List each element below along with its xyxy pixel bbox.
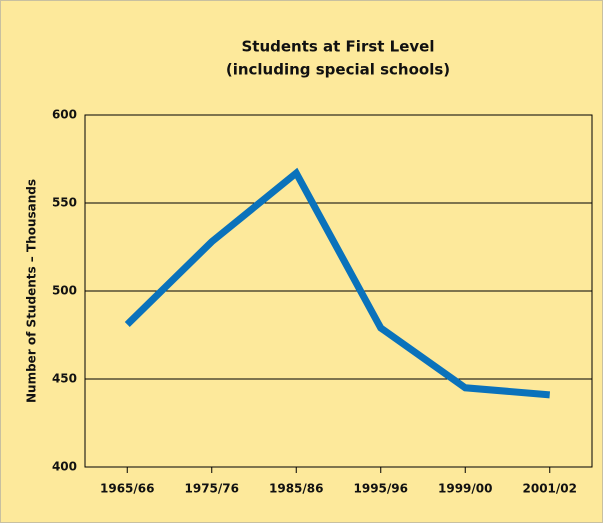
x-tick-label: 1985/86 bbox=[269, 482, 323, 496]
data-line bbox=[124, 167, 551, 399]
y-tick-label: 550 bbox=[52, 196, 77, 210]
y-tick-label: 400 bbox=[52, 460, 77, 474]
x-tick-label: 1999/00 bbox=[438, 482, 492, 496]
chart-subtitle: (including special schools) bbox=[226, 61, 450, 79]
y-tick-label: 450 bbox=[52, 372, 77, 386]
x-tick-label: 1965/66 bbox=[100, 482, 154, 496]
x-tick-label: 1975/76 bbox=[185, 482, 239, 496]
chart-title: Students at First Level bbox=[241, 38, 434, 56]
plot-frame bbox=[84, 114, 593, 468]
y-tick-label: 600 bbox=[52, 108, 77, 122]
y-tick-label: 500 bbox=[52, 284, 77, 298]
x-tick-label: 2001/02 bbox=[523, 482, 577, 496]
y-axis-label: Number of Students – Thousands bbox=[25, 179, 39, 403]
x-tick-label: 1995/96 bbox=[354, 482, 408, 496]
